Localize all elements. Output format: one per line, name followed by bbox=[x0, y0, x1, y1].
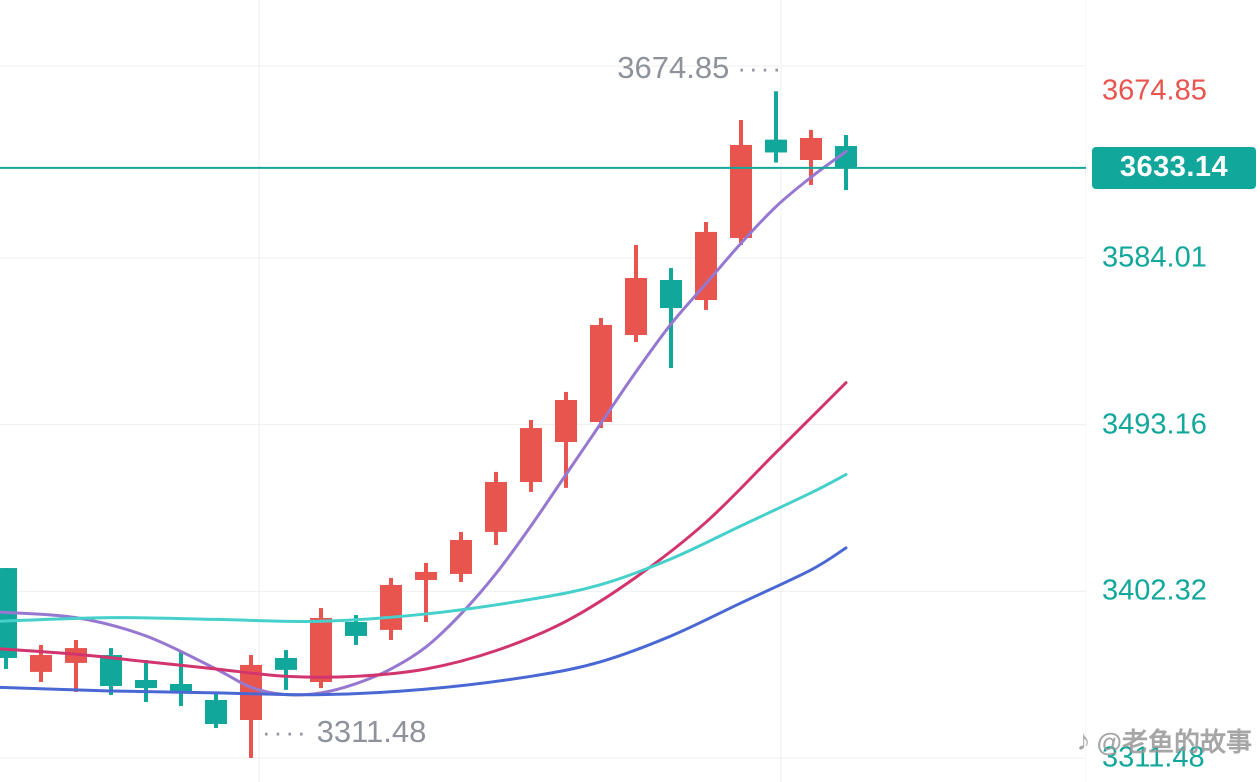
session-low-dots: ···· bbox=[262, 716, 309, 747]
candlestick-plot[interactable]: 3674.85 ···· ···· 3311.48 bbox=[0, 0, 1086, 782]
session-low-annotation: ···· 3311.48 bbox=[262, 714, 426, 750]
session-high-label: 3674.85 bbox=[617, 50, 730, 85]
current-price-tag: 3633.14 bbox=[1092, 146, 1256, 189]
session-low-label: 3311.48 bbox=[316, 714, 427, 749]
session-high-annotation: 3674.85 ···· bbox=[0, 50, 784, 86]
watermark: ♪ @老鱼的故事 bbox=[1077, 722, 1252, 759]
watermark-handle: @老鱼的故事 bbox=[1096, 727, 1252, 757]
price-label-grid: 3584.01 bbox=[1102, 241, 1207, 274]
price-label-grid: 3402.32 bbox=[1102, 574, 1207, 607]
price-axis[interactable]: 3674.85 3584.01 3493.16 3402.32 3311.48 … bbox=[1086, 0, 1260, 782]
price-label-grid: 3311.48 bbox=[1102, 741, 1205, 774]
current-price-value: 3633.14 bbox=[1119, 151, 1229, 184]
session-high-dots: ···· bbox=[737, 52, 784, 83]
price-label-grid: 3493.16 bbox=[1102, 408, 1207, 441]
douyin-note-icon: ♪ bbox=[1076, 724, 1091, 756]
chart-canvas[interactable] bbox=[0, 0, 1086, 782]
price-label-session-high: 3674.85 bbox=[1102, 74, 1207, 107]
